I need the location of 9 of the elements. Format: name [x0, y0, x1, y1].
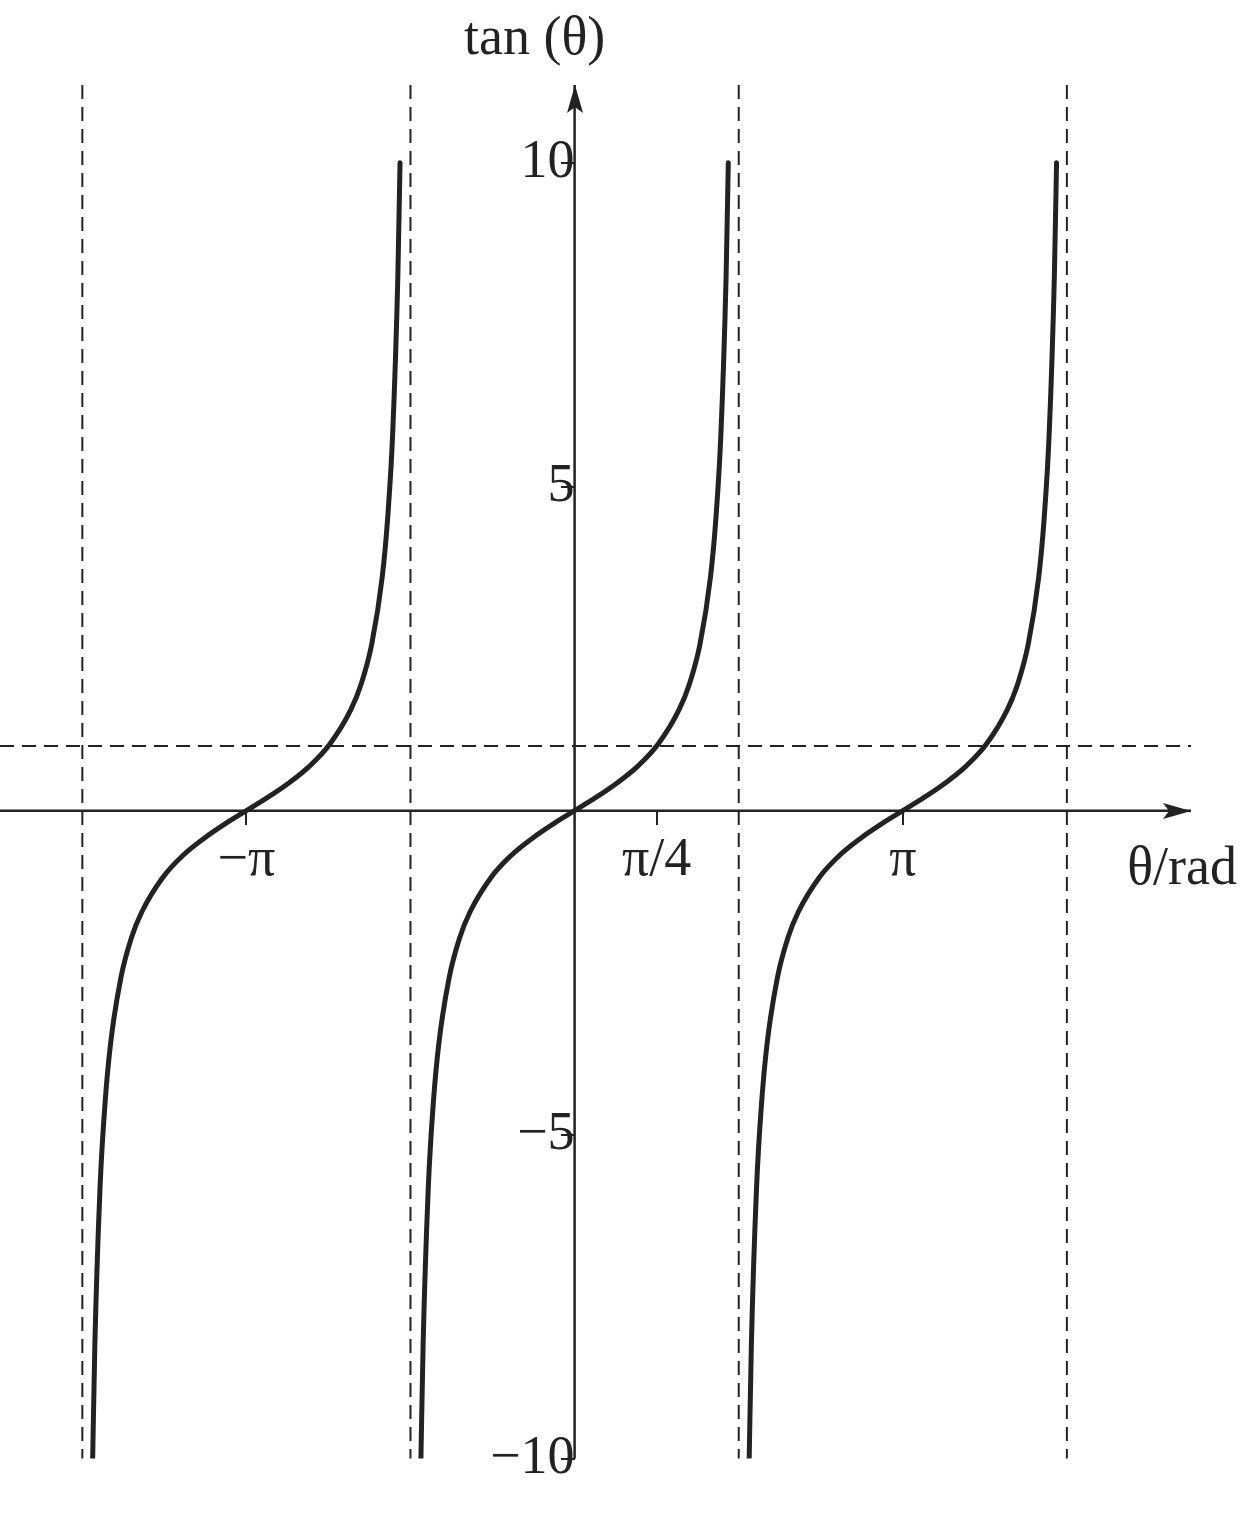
- x-tick-label: −π: [217, 827, 276, 888]
- y-tick-label: −10: [490, 1424, 575, 1485]
- x-tick-label: π: [889, 827, 917, 888]
- y-tick-label: 10: [520, 128, 575, 189]
- y-tick-label: 5: [547, 452, 575, 513]
- y-tick-label: −5: [517, 1100, 575, 1161]
- x-tick-label: π/4: [622, 827, 692, 888]
- x-axis-title: θ/rad: [1127, 835, 1237, 896]
- y-axis-title: tan (θ): [463, 6, 606, 67]
